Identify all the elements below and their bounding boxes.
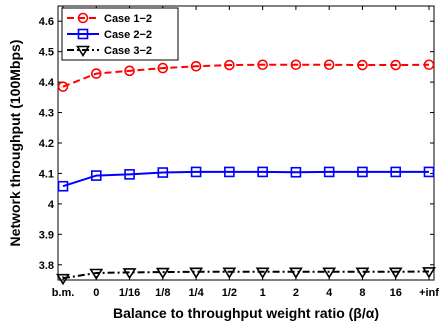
data-point: [157, 167, 169, 178]
data-point: [390, 166, 402, 178]
x-tick-label: +inf: [419, 287, 439, 299]
data-point: [357, 166, 368, 178]
data-point: [257, 59, 268, 71]
series-line: [62, 170, 429, 188]
series-1: [57, 59, 435, 92]
data-point: [155, 267, 170, 280]
x-tick-label: 1/4: [188, 287, 204, 299]
x-tick-label: 16: [390, 287, 402, 299]
x-axis-label: Balance to throughput weight ratio (β/α): [113, 305, 379, 321]
data-point: [190, 166, 202, 178]
y-tick-label: 4.1: [39, 168, 54, 180]
data-point: [355, 267, 370, 279]
data-point: [322, 267, 337, 279]
data-point: [255, 267, 270, 279]
data-point: [290, 59, 302, 71]
data-point: [157, 62, 169, 74]
x-tick-label: 1/16: [119, 287, 140, 299]
data-point: [124, 65, 135, 77]
y-tick-label: 3.8: [39, 260, 54, 272]
legend-marker: [77, 12, 89, 24]
data-point: [224, 166, 235, 178]
data-point: [222, 267, 237, 279]
data-point: [90, 68, 102, 79]
x-tick-label: 4: [326, 287, 333, 299]
x-axis: b.m. 0 1/16 1/8 1/4 1/2 1 2 4 8 16 +inf: [52, 6, 439, 299]
y-tick-label: 4.4: [39, 77, 55, 89]
y-tick-label: 4.3: [39, 108, 54, 120]
y-tick-label: 4.2: [39, 138, 54, 150]
data-point: [323, 166, 335, 178]
data-point: [89, 268, 104, 281]
series-2: [57, 166, 435, 192]
data-point: [124, 169, 135, 180]
y-axis: 3.8 3.9 4 4.1 4.2 4.3 4.4 4.5 4.6: [39, 16, 434, 272]
y-tick-label: 3.9: [39, 229, 54, 241]
data-point: [323, 59, 335, 71]
legend-label: Case 1−2: [104, 13, 152, 25]
legend-label: Case 3−2: [104, 45, 152, 57]
data-point: [90, 170, 102, 181]
data-point: [122, 268, 137, 280]
x-tick-label: b.m.: [52, 287, 75, 299]
y-tick-label: 4.5: [39, 47, 54, 59]
series-3: [56, 267, 436, 286]
x-tick-label: 1/2: [222, 287, 237, 299]
x-tick-label: 1: [260, 287, 266, 299]
legend-marker: [76, 45, 90, 58]
x-tick-label: 0: [93, 287, 99, 299]
data-point: [422, 267, 436, 279]
data-point: [57, 180, 69, 192]
x-tick-label: 2: [293, 287, 299, 299]
data-point: [390, 59, 402, 71]
data-point: [423, 59, 435, 71]
data-point: [57, 81, 69, 92]
data-point: [56, 273, 70, 286]
data-point: [257, 166, 268, 178]
data-point: [388, 267, 403, 279]
legend: Case 1−2 Case 2−2 Case 3−2: [61, 7, 179, 61]
data-point: [224, 59, 235, 71]
series-layer: [56, 59, 436, 286]
data-point: [357, 59, 368, 71]
y-tick-label: 4.6: [39, 16, 54, 28]
x-tick-label: 8: [359, 287, 365, 299]
y-axis-label: Network throughput (100Mbps): [7, 40, 23, 247]
x-tick-label: 1/8: [155, 287, 170, 299]
data-point: [290, 166, 302, 178]
data-point: [189, 267, 204, 279]
series-line: [62, 270, 430, 280]
data-point: [190, 60, 202, 72]
legend-label: Case 2−2: [104, 29, 152, 41]
legend-marker: [77, 28, 89, 40]
y-tick-label: 4: [48, 199, 55, 211]
data-point: [288, 267, 303, 279]
data-point: [423, 166, 435, 178]
